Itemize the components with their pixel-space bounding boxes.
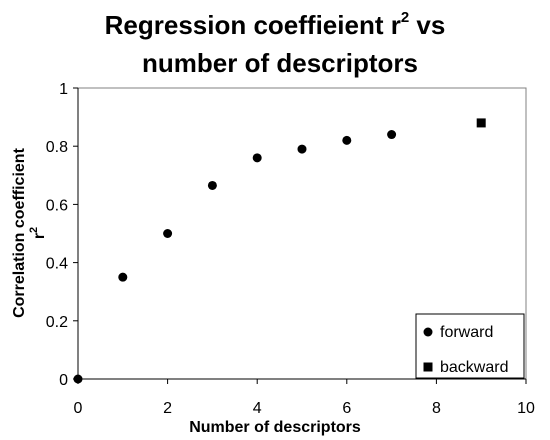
x-tick-label: 2 <box>163 400 172 417</box>
y-tick-label: 1 <box>59 81 68 98</box>
x-tick-label: 4 <box>253 400 262 417</box>
data-point-forward <box>387 130 397 140</box>
data-point-forward <box>252 153 262 163</box>
data-point-forward <box>118 272 128 282</box>
x-tick-label: 10 <box>517 400 535 417</box>
data-point-backward <box>476 118 486 128</box>
x-tick-label: 8 <box>432 400 441 417</box>
y-tick-label: 0.6 <box>46 197 68 214</box>
x-axis-label: Number of descriptors <box>189 419 361 436</box>
tick-layer: 00.20.40.60.810 2 4 6 8 10 <box>46 81 535 417</box>
y-axis-label-line1: Correlation coefficient <box>11 147 28 317</box>
data-point-forward <box>297 144 307 154</box>
data-point-forward <box>207 180 217 190</box>
legend-marker-backward <box>423 362 433 372</box>
data-point-forward <box>73 374 83 384</box>
legend-box <box>415 313 525 379</box>
data-point-forward <box>163 229 173 238</box>
y-axis-label: Correlation coefficient r2 <box>11 147 48 317</box>
y-tick-label: 0.4 <box>46 256 68 273</box>
legend: forward backward <box>415 313 525 379</box>
y-tick-label: 0 <box>59 372 68 389</box>
y-tick-label: 0.2 <box>46 314 68 331</box>
x-tick-label: 0 <box>74 400 83 417</box>
data-point-forward <box>342 135 352 145</box>
y-tick-label: 0.8 <box>46 139 68 156</box>
chart-title-line1: Regression coeffieient r2 vs <box>105 9 446 40</box>
legend-label-backward: backward <box>440 359 508 376</box>
legend-marker-forward <box>423 327 433 337</box>
y-axis-label-line2: r2 <box>28 227 48 239</box>
data-points <box>73 118 486 384</box>
chart-title-line2: number of descriptors <box>142 48 418 78</box>
legend-label-forward: forward <box>440 324 493 341</box>
x-tick-label: 6 <box>342 400 351 417</box>
